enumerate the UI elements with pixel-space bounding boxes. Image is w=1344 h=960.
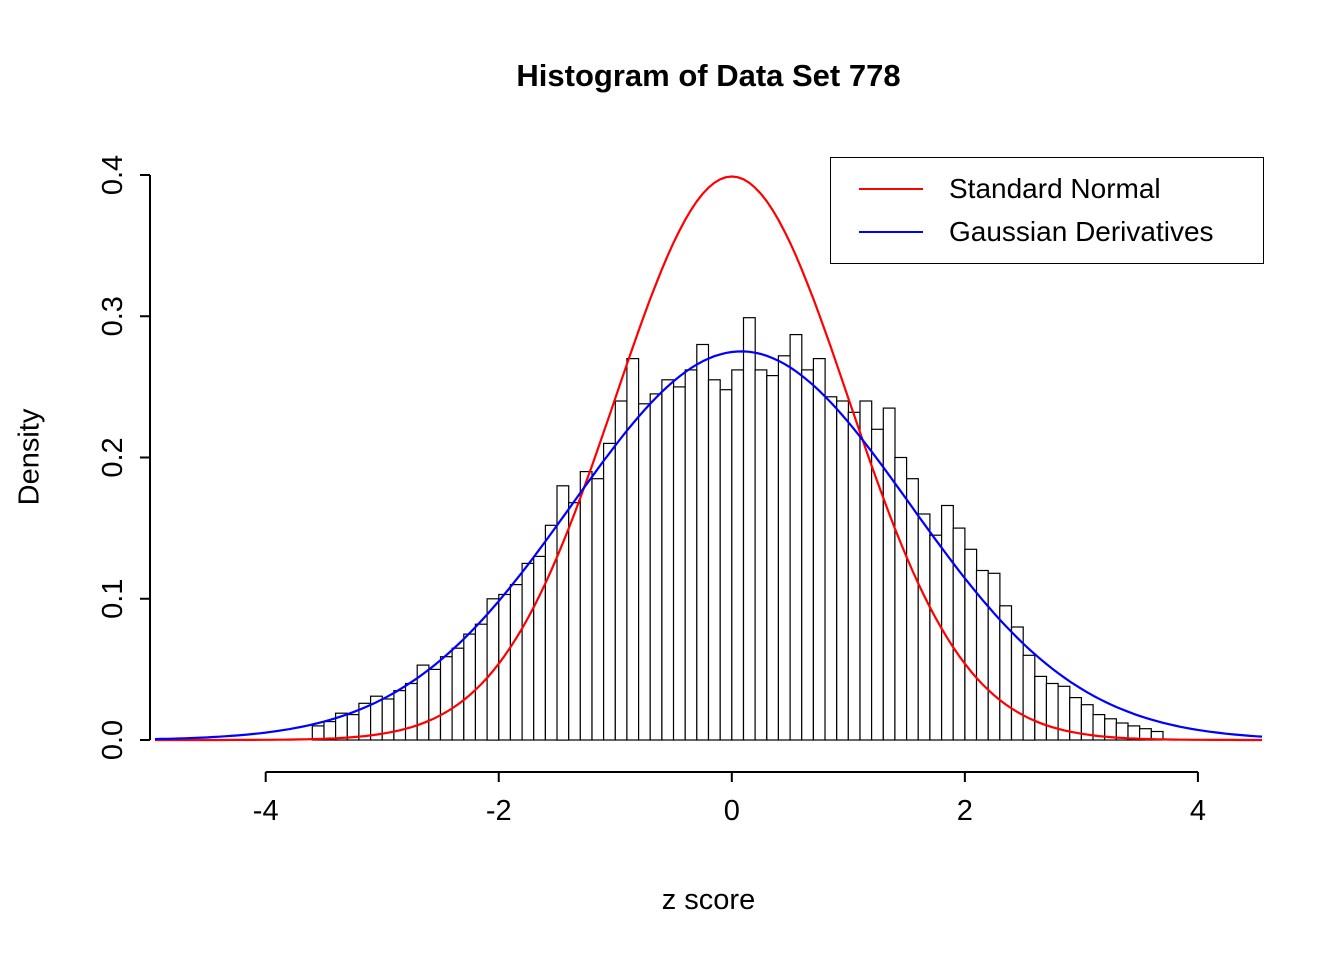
- legend-box: Standard Normal Gaussian Derivatives: [830, 157, 1264, 264]
- legend-line-blue: [859, 231, 923, 233]
- x-tick-label: 4: [1190, 795, 1206, 827]
- x-axis-label: z score: [661, 884, 756, 916]
- histogram-bar: [614, 400, 628, 741]
- histogram-bar: [847, 411, 861, 741]
- histogram-bar: [591, 478, 605, 741]
- density-curve-gaussian-derivatives: [154, 350, 1263, 741]
- histogram-bar: [719, 389, 733, 741]
- histogram-bar: [731, 369, 745, 741]
- x-tick-label: -4: [253, 795, 279, 827]
- histogram-bar: [439, 656, 453, 741]
- histogram-bar: [707, 379, 721, 741]
- histogram-bar: [428, 668, 442, 741]
- histogram-bar: [1045, 682, 1059, 741]
- chart-title: Histogram of Data Set 778: [516, 58, 901, 93]
- histogram-bar: [649, 393, 663, 741]
- legend-line-red: [859, 188, 923, 190]
- histogram-bar: [544, 524, 558, 741]
- y-axis-label: Density: [13, 408, 46, 506]
- legend-item-standard-normal: Standard Normal: [859, 173, 1263, 205]
- x-tick-label: 2: [957, 795, 973, 827]
- histogram-bar: [836, 400, 850, 741]
- histogram-bar: [568, 502, 582, 741]
- histogram-bar: [696, 343, 710, 741]
- histogram-bar: [602, 442, 616, 741]
- histogram-bar: [463, 633, 477, 741]
- histogram-bar: [1034, 675, 1048, 741]
- histogram-bar: [870, 428, 884, 741]
- histogram-bar: [882, 407, 896, 741]
- histogram-bar: [393, 689, 407, 741]
- histogram-bar: [789, 334, 803, 741]
- legend-item-gaussian-derivatives: Gaussian Derivatives: [859, 216, 1263, 248]
- histogram-bar: [404, 682, 418, 741]
- histogram-bar: [451, 647, 465, 741]
- histogram-bar: [1022, 654, 1036, 741]
- histogram-bar: [894, 456, 908, 741]
- y-tick-label: 0.4: [97, 155, 129, 195]
- histogram-bar: [824, 396, 838, 741]
- histogram-bar: [766, 375, 780, 741]
- density-curve-standard-normal: [155, 175, 1262, 742]
- histogram-bar: [905, 478, 919, 741]
- histogram-bar: [498, 593, 512, 741]
- y-tick-label: 0.0: [97, 720, 129, 760]
- legend-label: Standard Normal: [949, 173, 1161, 204]
- histogram-bar: [672, 386, 686, 741]
- histogram-bar: [929, 534, 943, 741]
- y-tick-label: 0.1: [97, 579, 129, 619]
- x-tick-label: -2: [486, 795, 512, 827]
- histogram-bar: [323, 720, 337, 741]
- y-tick-label: 0.3: [97, 296, 129, 336]
- histogram-bar: [521, 562, 535, 741]
- legend-label: Gaussian Derivatives: [949, 216, 1214, 247]
- histogram-bar: [940, 504, 954, 741]
- histogram-bar: [777, 355, 791, 741]
- histogram-bar: [917, 513, 931, 741]
- histogram-bar: [684, 369, 698, 741]
- histogram-bar: [812, 358, 826, 741]
- histogram-bar: [1010, 626, 1024, 741]
- histogram-bar: [474, 623, 488, 741]
- histogram-bar: [801, 369, 815, 741]
- histogram-bar: [754, 369, 768, 741]
- histogram-bar: [661, 379, 675, 741]
- histogram-bar: [987, 572, 1001, 741]
- histogram-bar: [952, 527, 966, 741]
- histogram-bar: [742, 317, 756, 741]
- histogram-bar: [626, 358, 640, 741]
- histogram-bar: [964, 548, 978, 741]
- histogram-bar: [579, 471, 593, 741]
- x-tick-label: 0: [724, 795, 740, 827]
- histogram-bar: [533, 555, 547, 741]
- histogram-bar: [637, 403, 651, 741]
- y-tick-label: 0.2: [97, 437, 129, 477]
- histogram-bar: [509, 583, 523, 741]
